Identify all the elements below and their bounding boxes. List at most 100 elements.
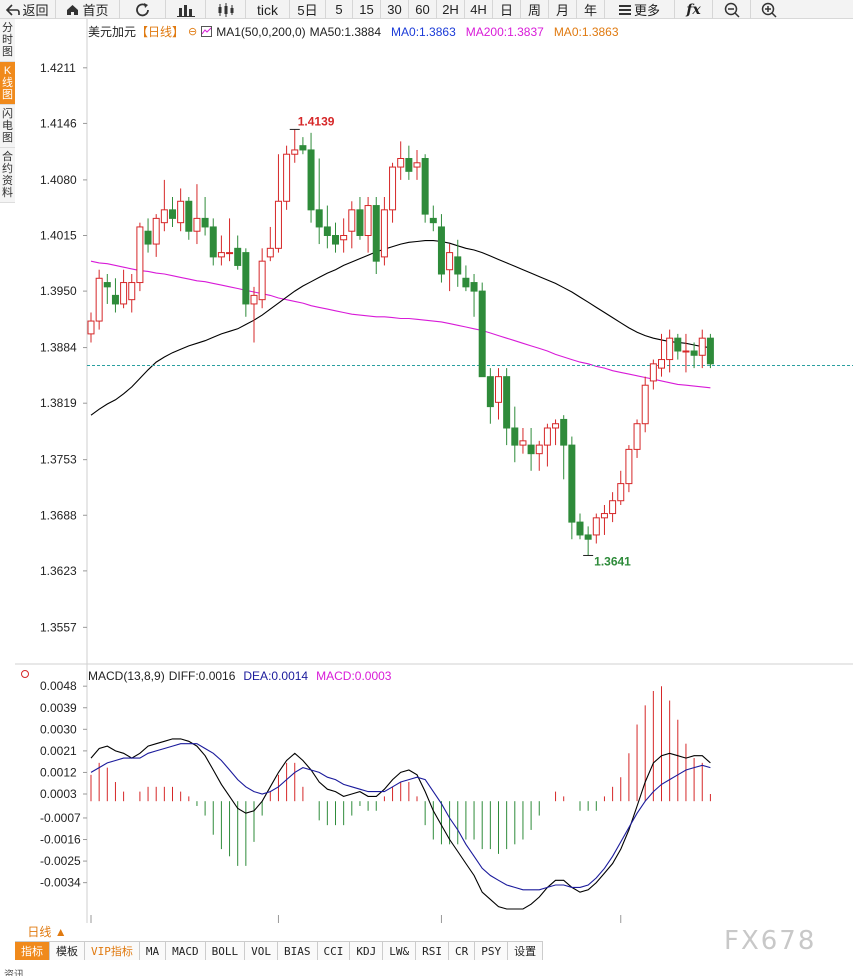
side-tab-timeshare[interactable]: 分时图 [0, 19, 15, 62]
indicator-tab[interactable]: KDJ [350, 942, 384, 960]
refresh-button[interactable] [120, 0, 166, 19]
y-tick-label: 1.3688 [40, 508, 77, 522]
candle-body [592, 517, 600, 536]
indicator-tab[interactable]: BIAS [278, 942, 318, 960]
macd-name: MACD(13,8,9) [88, 669, 165, 683]
period-month[interactable]: 月 [549, 0, 577, 19]
period-30m[interactable]: 30 [381, 0, 409, 19]
ma50-value: MA50:1.3884 [309, 24, 382, 39]
x-tick-label: 2025/11 [276, 922, 319, 923]
zoom-in-icon [761, 2, 777, 18]
candle-body [389, 166, 397, 211]
candle-body [283, 153, 291, 202]
x-tick-label: 2025/10 [89, 922, 133, 923]
indicator-tab[interactable]: CR [449, 942, 476, 960]
zoom-out-button[interactable] [713, 0, 751, 19]
candle-body [633, 423, 641, 450]
period-week[interactable]: 周 [521, 0, 549, 19]
indicator-tab[interactable]: PSY [475, 942, 509, 960]
indicator-tab[interactable]: CCI [317, 942, 351, 960]
period-5m[interactable]: 5 [326, 0, 353, 19]
candle-body [250, 294, 258, 305]
macd-y-tick-label: -0.0025 [40, 854, 81, 868]
zoom-out-icon [724, 2, 740, 18]
back-arrow-icon [6, 3, 21, 16]
y-tick-label: 1.4211 [40, 61, 76, 75]
footer-hint[interactable]: 资讯 [4, 970, 24, 976]
back-button[interactable]: 返回 [0, 0, 56, 19]
candle-body [617, 483, 625, 502]
candle-body [152, 217, 160, 245]
indicator-tab[interactable]: LW& [383, 942, 417, 960]
period-day[interactable]: 日 [493, 0, 521, 19]
y-tick-label: 1.3950 [40, 284, 77, 298]
candle-body [226, 252, 234, 255]
indicator-tab[interactable]: VOL [245, 942, 278, 960]
candle-body [519, 440, 527, 446]
period-selector[interactable]: 日线 ▲ [27, 925, 67, 939]
candle-body [307, 149, 315, 211]
candle-body [698, 337, 706, 356]
candle-body [242, 252, 250, 305]
candle-body [136, 226, 144, 284]
period-4h[interactable]: 4H [465, 0, 493, 19]
home-label: 首页 [82, 3, 109, 18]
side-tab-kline[interactable]: K线图 [0, 62, 15, 105]
period-5d[interactable]: 5日 [290, 0, 326, 19]
candle-body [495, 376, 502, 403]
symbol-name: 美元加元 [88, 25, 137, 39]
candle-body [584, 534, 592, 540]
period-2h[interactable]: 2H [437, 0, 465, 19]
period-label: 5日 [297, 3, 318, 18]
menu-icon [618, 4, 631, 15]
period-year[interactable]: 年 [577, 0, 605, 19]
indicator-tab[interactable]: 模板 [50, 942, 85, 960]
candle-body [299, 145, 307, 151]
period-label: 日 [499, 3, 513, 18]
back-label: 返回 [22, 3, 49, 18]
macd-y-tick-label: -0.0016 [40, 833, 81, 847]
indicator-tab[interactable]: MA [139, 942, 167, 960]
candle-body [462, 277, 470, 288]
chart-area[interactable]: 1.4211 1.4146 1.4080 1.4015 1.3950 1.3884 1.38… [15, 19, 853, 939]
macd-y-tick-label: 0.0039 [40, 701, 77, 715]
more-button[interactable]: 更多 [605, 0, 675, 19]
side-tab-contract[interactable]: 合约资料 [0, 148, 15, 203]
tick-button[interactable]: tick [246, 0, 290, 19]
side-tabs: 分时图 K线图 闪电图 合约资料 [0, 19, 15, 203]
indicator-tab[interactable]: RSI [416, 942, 449, 960]
candles-small-button[interactable] [166, 0, 206, 19]
indicator-tab[interactable]: 指标 [15, 942, 50, 960]
settings-icon[interactable]: ⊖ [188, 26, 198, 38]
candle-body [625, 448, 633, 485]
home-button[interactable]: 首页 [56, 0, 120, 19]
indicator-tab[interactable]: BOLL [205, 942, 246, 960]
candle-body [315, 209, 323, 228]
candle-body [177, 200, 185, 224]
formula-button[interactable]: fx [675, 0, 713, 19]
side-tab-flash[interactable]: 闪电图 [0, 105, 15, 148]
chart-canvas[interactable]: 1.4211 1.4146 1.4080 1.4015 1.3950 1.3884 1.38… [15, 19, 853, 923]
indicator-tab[interactable]: VIP指标 [85, 942, 140, 960]
candlestick-icon [176, 4, 195, 17]
indicator-tabs: 指标 模板 VIP指标 MA MACD BOLL VOL BIAS CCI KDJ LW& RSI CR… [15, 941, 544, 960]
x-tick-label: 2025/12 [439, 922, 483, 923]
period-60m[interactable]: 60 [409, 0, 437, 19]
dea-value: DEA:0.0014 [243, 669, 309, 683]
indicator-tab[interactable]: 设置 [508, 942, 544, 960]
candle-body [527, 444, 535, 455]
macd-y-tick-label: -0.0007 [40, 811, 81, 825]
candle-body [323, 226, 331, 236]
period-label: 4H [470, 2, 487, 17]
candles-button[interactable] [206, 0, 246, 19]
zoom-in-button[interactable] [751, 0, 787, 19]
toolbar: 返回 首页 tick 5日 5 15 30 60 2H 4H 日 周 月 年 更… [0, 0, 853, 19]
candle-body [364, 205, 372, 237]
candle-body [258, 260, 266, 301]
candle-body [266, 247, 274, 258]
period-15m[interactable]: 15 [353, 0, 381, 19]
indicator-tab[interactable]: MACD [166, 942, 206, 960]
refresh-icon [135, 2, 149, 16]
diff-value: DIFF:0.0016 [168, 669, 236, 683]
period-label: 30 [387, 2, 402, 17]
